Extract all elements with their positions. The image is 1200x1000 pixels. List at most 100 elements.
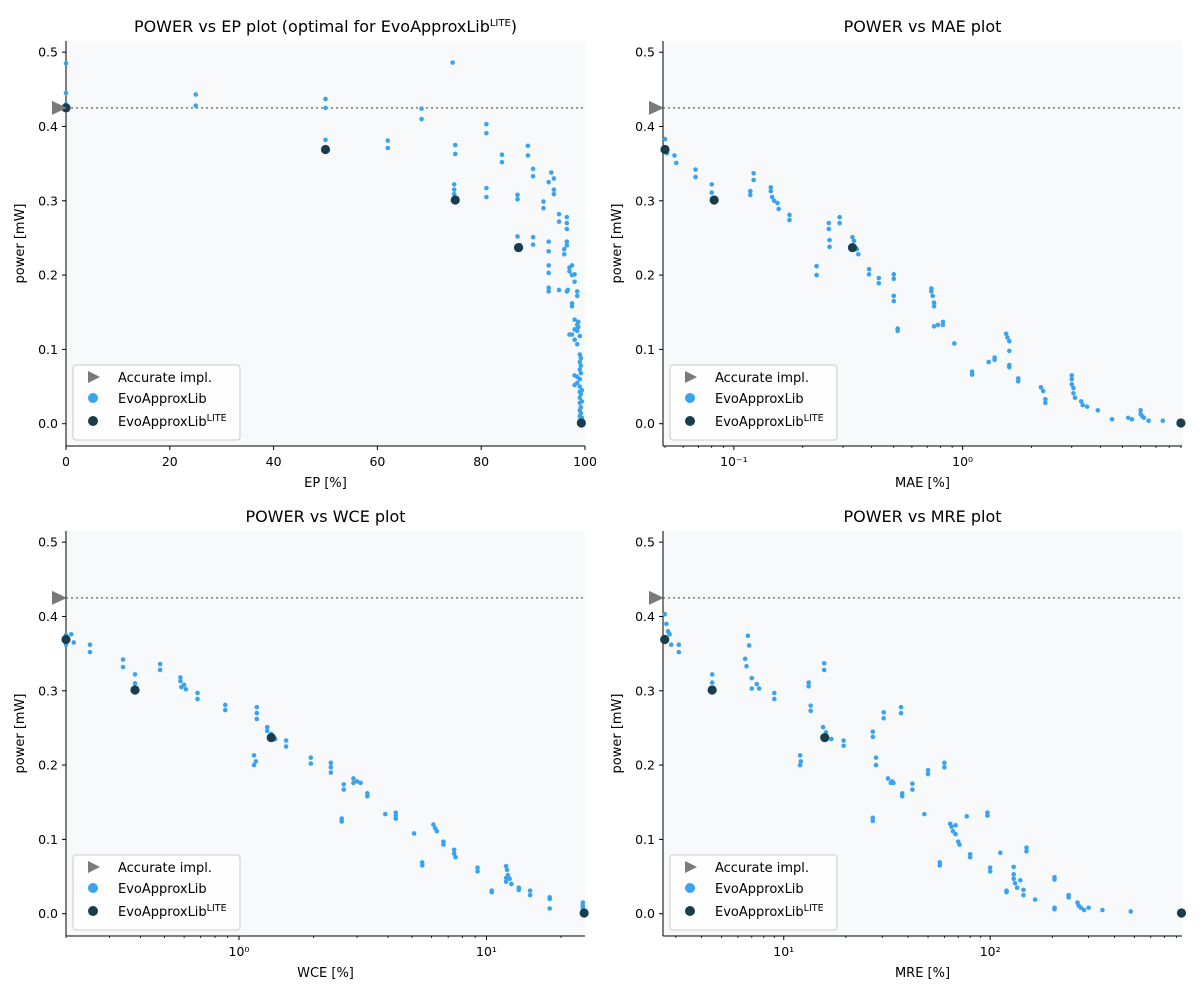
library-point	[709, 182, 714, 187]
library-point	[942, 765, 947, 770]
library-point	[484, 194, 489, 200]
library-point	[937, 863, 943, 868]
library-point	[953, 822, 958, 828]
x-tick-label: 10¹	[773, 944, 794, 959]
library-point	[1084, 404, 1090, 409]
library-point	[1007, 338, 1012, 344]
library-point	[339, 819, 345, 824]
library-point	[419, 863, 425, 868]
library-point	[910, 787, 915, 792]
x-axis-label: MAE [%]	[895, 476, 950, 491]
x-tick-label: 10⁻¹	[720, 454, 748, 469]
library-point	[572, 317, 577, 322]
library-point	[132, 672, 138, 677]
library-point	[503, 875, 509, 881]
library-point	[676, 642, 682, 647]
library-point	[546, 179, 551, 185]
library-point	[776, 206, 781, 212]
y-tick-label: 0.5	[635, 535, 655, 550]
library-point	[120, 664, 126, 670]
library-point	[775, 200, 780, 206]
legend-library-label: EvoApproxLib	[715, 392, 804, 407]
legend-library-label: EvoApproxLib	[715, 882, 804, 897]
library-point	[556, 219, 562, 224]
x-tick-label: 100	[573, 454, 597, 469]
library-point	[507, 876, 512, 882]
library-point	[953, 831, 958, 837]
library-point	[748, 188, 753, 194]
legend-lite-marker	[88, 906, 98, 916]
library-point	[575, 324, 581, 330]
chart-title-text: POWER vs MAE plot	[844, 17, 1002, 36]
library-point	[873, 755, 879, 760]
y-axis-label: power [mW]	[610, 204, 625, 284]
library-point	[556, 211, 562, 217]
library-point	[768, 185, 774, 190]
library-point	[967, 854, 973, 860]
library-point	[931, 324, 937, 329]
library-point	[797, 753, 803, 758]
library-point	[577, 395, 583, 400]
legend-accurate-label: Accurate impl.	[715, 371, 809, 386]
y-tick-label: 0.3	[38, 193, 58, 208]
library-point	[572, 337, 577, 343]
y-axis-label: power [mW]	[13, 694, 28, 774]
library-point	[63, 90, 69, 96]
library-point	[551, 176, 557, 181]
x-tick-label: 10⁰	[952, 454, 973, 469]
legend: Accurate impl.EvoApproxLibEvoApproxLibLI…	[72, 854, 241, 931]
library-point	[826, 226, 832, 232]
library-point	[451, 191, 457, 197]
library-point	[798, 759, 804, 764]
library-point	[899, 793, 905, 799]
library-point	[251, 753, 257, 758]
library-point	[1138, 408, 1143, 413]
library-point	[667, 631, 672, 637]
library-point	[578, 411, 584, 416]
x-axis-label: WCE [%]	[297, 966, 354, 981]
legend-lite-label: EvoApproxLibLITE	[715, 413, 824, 430]
lite-point	[847, 242, 858, 253]
library-point	[515, 196, 520, 202]
chart-panel-1: 0.0 0.1 0.2 0.3 0.4 0.5 0 20 40 60 80 100 EP [%] powe…	[13, 17, 597, 491]
library-point	[569, 332, 575, 337]
library-point	[925, 767, 931, 773]
library-point	[992, 357, 997, 363]
library-point	[351, 780, 356, 786]
library-point	[525, 153, 531, 158]
legend-box	[669, 854, 838, 931]
y-tick-label: 0.1	[38, 342, 58, 357]
legend-lite-label-text: EvoApproxLib	[715, 905, 804, 920]
library-point	[1021, 892, 1026, 898]
library-point	[806, 680, 811, 685]
library-point	[742, 656, 748, 662]
library-point	[222, 702, 228, 708]
legend-lite-marker	[88, 416, 98, 426]
library-point	[254, 716, 260, 722]
y-tick-label: 0.2	[38, 758, 58, 773]
library-point	[358, 780, 363, 786]
library-point	[756, 686, 762, 691]
library-point	[746, 643, 752, 648]
library-point	[744, 663, 749, 669]
library-point	[885, 776, 891, 781]
library-point	[771, 198, 777, 204]
library-point	[693, 174, 698, 180]
library-point	[814, 263, 819, 269]
library-point	[827, 244, 832, 250]
library-point	[530, 166, 536, 172]
library-point	[451, 851, 457, 856]
y-tick-label: 0.4	[38, 609, 58, 624]
legend: Accurate impl.EvoApproxLibEvoApproxLibLI…	[72, 364, 241, 441]
library-point	[895, 328, 900, 334]
library-point	[1078, 905, 1084, 911]
library-point	[575, 319, 581, 325]
library-point	[328, 765, 334, 770]
legend-accurate-marker	[88, 861, 100, 873]
x-tick-label: 10⁰	[229, 944, 250, 959]
legend-lite-marker	[685, 416, 695, 426]
library-point	[551, 191, 557, 197]
library-point	[431, 822, 436, 827]
lite-point	[660, 634, 670, 645]
library-point	[509, 881, 514, 887]
